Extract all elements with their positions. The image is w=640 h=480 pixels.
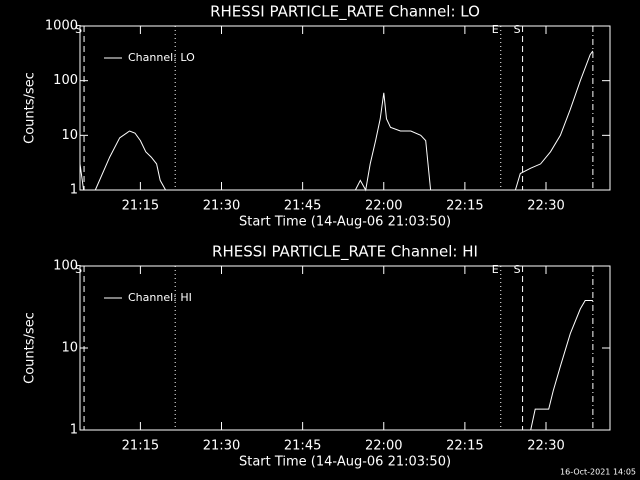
x-tick-label: 22:30 <box>527 439 564 454</box>
x-tick-label: 21:45 <box>284 439 321 454</box>
x-tick-label: 22:15 <box>446 439 483 454</box>
x-tick-label: 21:15 <box>122 199 159 214</box>
x-tick-label: 22:00 <box>365 199 402 214</box>
y-tick-label: 1000 <box>45 19 78 34</box>
x-axis-label: Start Time (14-Aug-06 21:03:50) <box>239 455 451 470</box>
y-tick-label: 100 <box>53 259 78 274</box>
marker-label: E <box>492 263 499 276</box>
data-line <box>79 50 594 192</box>
data-line <box>530 300 593 431</box>
y-tick-label: 100 <box>53 73 78 88</box>
x-tick-label: 22:15 <box>446 199 483 214</box>
marker-label: S <box>514 263 521 276</box>
y-tick-label: 10 <box>61 341 78 356</box>
marker-label: S <box>514 23 521 36</box>
x-tick-label: 21:45 <box>284 199 321 214</box>
chart-title: RHESSI PARTICLE_RATE Channel: LO <box>210 3 480 22</box>
x-tick-label: 21:15 <box>122 439 159 454</box>
x-tick-label: 22:00 <box>365 439 402 454</box>
marker-label: S <box>75 263 82 276</box>
y-tick-label: 10 <box>61 128 78 143</box>
x-tick-label: 21:30 <box>203 439 240 454</box>
plot-frame <box>79 25 611 191</box>
marker-label: E <box>492 23 499 36</box>
y-axis-label: Counts/sec <box>23 312 38 384</box>
x-tick-label: 21:30 <box>203 199 240 214</box>
legend-label: Channel: LO <box>128 51 195 64</box>
x-tick-label: 22:30 <box>527 199 564 214</box>
chart-title: RHESSI PARTICLE_RATE Channel: HI <box>212 243 478 262</box>
marker-label: S <box>75 23 82 36</box>
y-tick-label: 1 <box>70 183 78 198</box>
plot-frame <box>79 265 611 431</box>
footer: 16-Oct-2021 14:05 <box>560 468 636 477</box>
x-axis-label: Start Time (14-Aug-06 21:03:50) <box>239 215 451 230</box>
legend-label: Channel: HI <box>128 291 192 304</box>
y-tick-label: 1 <box>70 423 78 438</box>
y-axis-label: Counts/sec <box>23 72 38 144</box>
